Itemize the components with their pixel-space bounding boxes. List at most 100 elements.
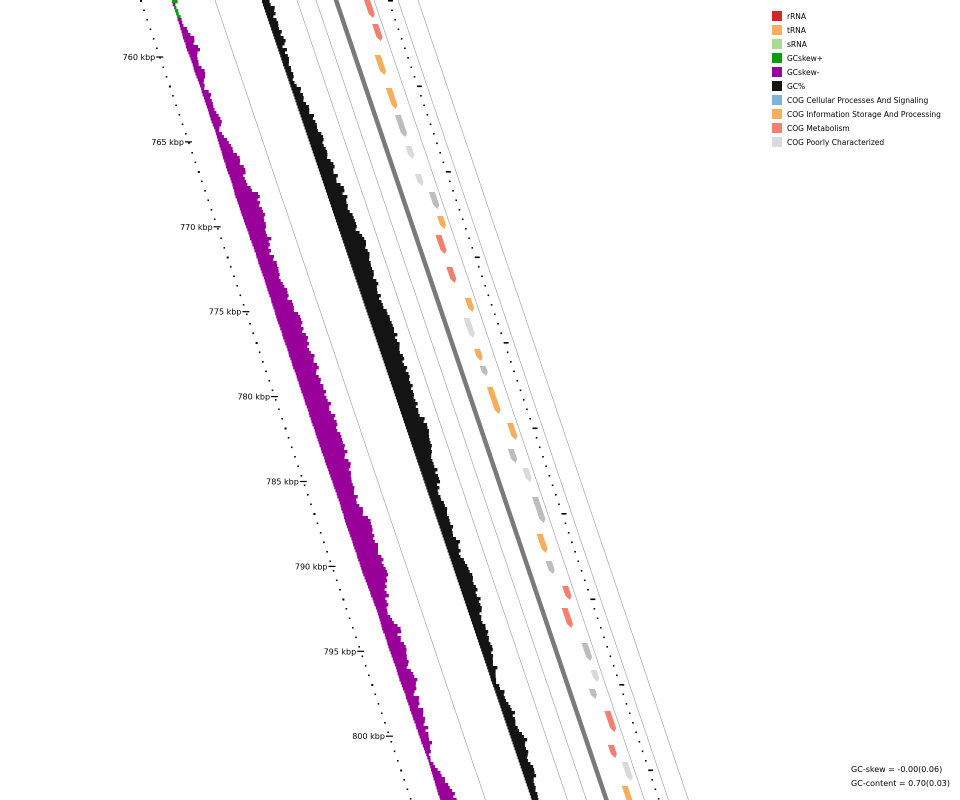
tick-dot [271,389,274,392]
gc-content-bar [295,99,304,103]
tick-dot-inner [644,760,647,762]
gene-feature [364,0,375,18]
gc-content-bar [263,3,271,7]
gc-skew-negative-bar [295,372,317,376]
gc-content-bar [367,312,388,316]
gc-content-bar [279,51,286,55]
gc-skew-negative-bar [299,384,324,388]
gc-content-bar [452,564,468,568]
tick-dot-inner [638,741,641,743]
gc-skew-negative-bar [315,432,341,436]
tick-dot-inner [648,769,654,772]
tick-dot [262,361,264,363]
tick-dot-inner [555,494,557,496]
tick-dot [323,541,325,544]
gc-skew-negative-bar [337,495,358,499]
gc-content-bar [488,669,496,673]
stats-panel: GC-skew = -0.00(0.06) GC-content = 0.70(… [851,763,950,791]
gc-content-bar [299,111,310,115]
gc-content-bar [330,204,348,208]
guide-line [214,0,486,800]
gc-skew-negative-bar [436,786,450,790]
gc-skew-negative-bar [185,42,194,46]
gc-skew-negative-bar [221,150,234,154]
gc-content-bar [412,444,432,448]
gc-content-bar [381,354,403,358]
gc-content-bar [508,729,519,733]
gc-content-bar [371,324,393,328]
gc-skew-negative-bar [419,735,429,739]
gc-skew-negative-bar [330,474,351,478]
tick-dot [162,66,165,69]
gc-skew-negative-bar [277,318,302,322]
gc-skew-negative-bar [290,357,314,361]
tick-marks [140,0,660,800]
gc-skew-negative-bar [240,210,264,214]
tick-dot-inner [513,370,515,373]
legend-item: tRNA [772,23,958,37]
gc-content-bar [282,60,289,64]
gc-content-bar [337,222,357,226]
gc-content-bar [370,321,392,325]
gc-skew-negative-bar [414,720,425,724]
gc-skew-negative-bar [405,693,414,697]
gc-content-bar [301,117,313,121]
gc-skew-negative-bar [195,72,206,76]
gc-skew-negative-bar [269,294,289,298]
backbone-line [333,0,609,800]
tick-dot [149,28,152,31]
tick-dot-inner [532,427,538,430]
gc-skew-negative-bar [370,591,387,595]
gc-skew-negative-bar [258,261,277,265]
legend-swatch [772,25,782,35]
gc-skew-negative-bar [312,423,338,427]
gc-content-bar [355,276,374,280]
gc-skew-negative-bar [360,564,384,568]
gc-content-bar [499,702,509,706]
gc-skew-negative-bar [286,345,308,349]
legend-item: COG Metabolism [772,121,958,135]
tick-dot-inner [416,85,422,88]
gc-content-bar [342,237,365,241]
axis-label: 780 kbp [237,393,270,402]
gc-skew-negative-bar [438,792,455,796]
gc-content-bar [270,24,279,28]
gc-content-bar [443,537,456,541]
gc-content-bar [479,642,491,646]
gc-skew-negative-bar [383,630,402,634]
gc-content-bar [268,18,277,22]
gc-content-bar [408,432,429,436]
gc-content-bar [419,465,435,469]
tick-dot-inner [641,750,644,753]
gc-skew-negative-bar [218,141,229,145]
gc-skew-negative-bar [317,438,343,442]
gc-content-bar [264,6,275,10]
gc-skew-negative-bar [266,285,285,289]
gc-skew-negative-bar [333,483,353,487]
gc-content-bar [402,417,425,421]
legend-label: COG Cellular Processes And Signaling [787,95,929,105]
gc-content-bar [420,468,438,472]
gc-skew-negative-bar [186,48,200,52]
gc-skew-negative-bar [261,270,279,274]
gc-skew-negative-bar [265,282,283,286]
gc-skew-negative-bar [223,156,240,160]
gc-content-bar [389,378,409,382]
tick-dot [345,608,348,610]
gc-skew-negative-bar [310,417,334,421]
gc-content-bar [286,72,294,76]
gc-skew-negative-bar [324,456,345,460]
gc-skew-negative-bar [215,129,220,133]
tick-dot [255,342,258,344]
gc-skew-negative-bar [408,702,420,706]
gc-skew-negative-bar [301,390,327,394]
gc-content-bar [358,285,377,289]
gc-skew-negative-bar [249,234,268,238]
gc-content-bar [401,414,420,418]
tick-dot-inner [400,38,403,40]
gc-content-bar [397,402,418,406]
tick-dot-inner [567,532,570,534]
gc-content-bar [451,561,465,565]
gc-skew-negative-bar [369,588,385,592]
gc-skew-negative-bar [232,183,248,187]
